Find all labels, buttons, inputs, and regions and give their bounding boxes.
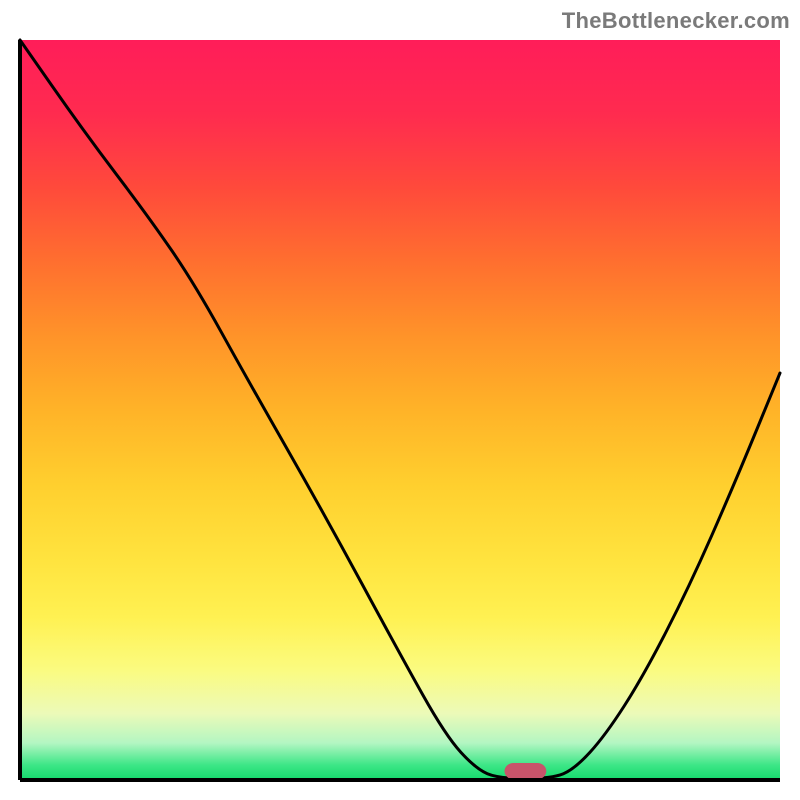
watermark-text: TheBottlenecker.com xyxy=(562,8,790,34)
gradient-background xyxy=(20,40,780,780)
chart-container: TheBottlenecker.com xyxy=(0,0,800,800)
optimal-marker xyxy=(505,763,547,779)
bottleneck-chart xyxy=(0,0,800,800)
